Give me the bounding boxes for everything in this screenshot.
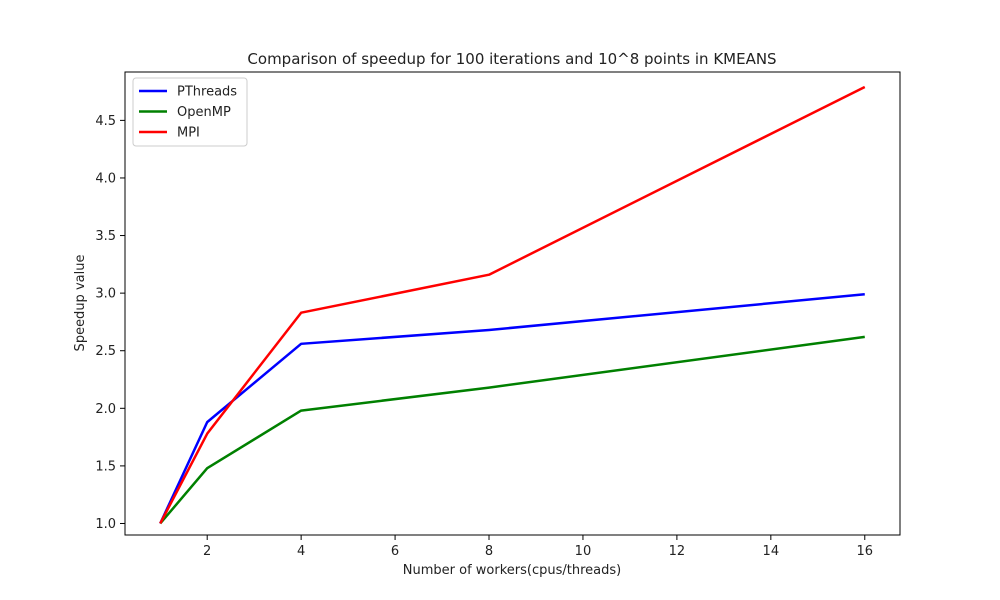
plot-frame	[124, 71, 901, 536]
chart-title: Comparison of speedup for 100 iterations…	[247, 50, 776, 68]
y-tick-label: 4.0	[95, 171, 116, 186]
y-axis-ticks: 1.0 1.5 2.0 2.5 3.0 3.5 4.0 4.5	[95, 114, 125, 532]
y-tick-label: 1.0	[95, 517, 116, 532]
y-tick-label: 3.5	[95, 229, 116, 244]
y-tick-label: 2.0	[95, 402, 116, 417]
series-line-pthreads	[159, 293, 865, 525]
x-tick-label: 4	[297, 544, 305, 559]
series-line-openmp	[159, 335, 865, 525]
x-tick-label: 16	[856, 544, 873, 559]
x-tick-label: 6	[391, 544, 399, 559]
y-tick-label: 4.5	[95, 114, 116, 129]
legend-box	[132, 77, 248, 147]
x-tick-label: 2	[203, 544, 211, 559]
y-tick-label: 3.0	[95, 287, 116, 302]
y-tick-label: 2.5	[95, 344, 116, 359]
legend: PThreads OpenMP MPI	[132, 77, 248, 147]
x-axis-label: Number of workers(cpus/threads)	[403, 563, 621, 578]
legend-label: OpenMP	[177, 105, 231, 120]
y-tick-label: 1.5	[95, 459, 116, 474]
x-tick-label: 12	[669, 544, 686, 559]
series-lines	[159, 85, 866, 525]
x-axis-ticks: 2 4 6 8 10 12 14 16	[203, 535, 873, 559]
series-line-mpi	[159, 85, 866, 525]
legend-label: PThreads	[177, 85, 237, 100]
x-tick-label: 10	[575, 544, 592, 559]
x-tick-label: 8	[485, 544, 493, 559]
x-tick-label: 14	[763, 544, 780, 559]
plot-area	[124, 71, 901, 536]
y-axis-label: Speedup value	[73, 255, 88, 352]
legend-label: MPI	[177, 126, 200, 141]
